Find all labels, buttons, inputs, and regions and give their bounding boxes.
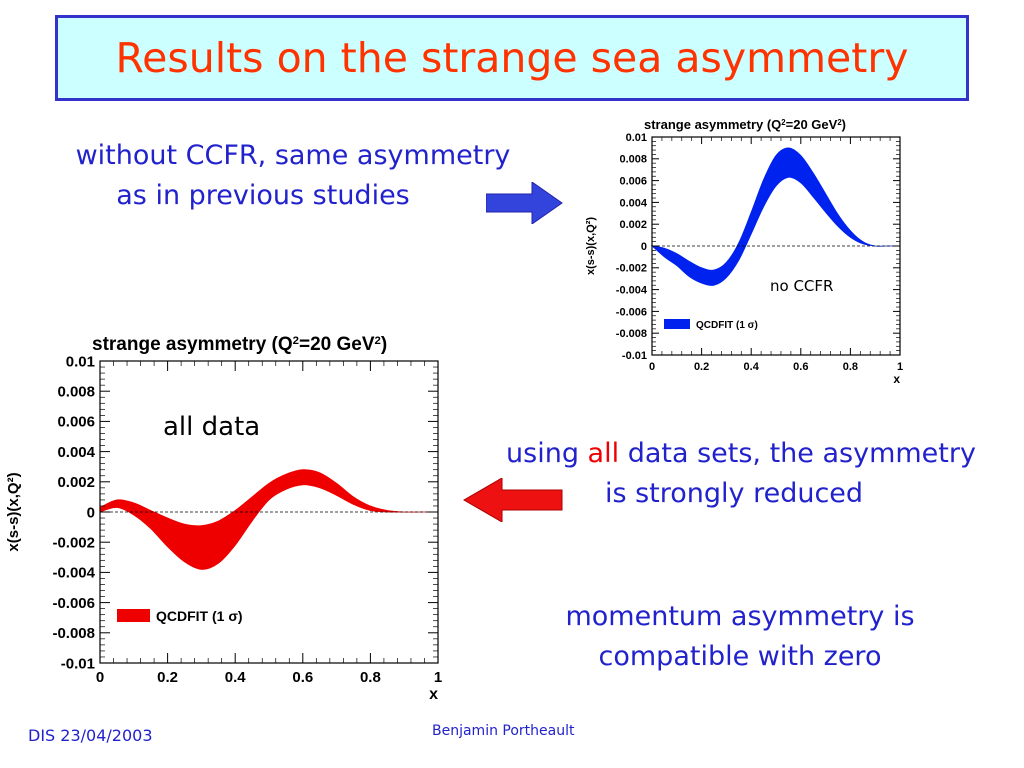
title-box: Results on the strange sea asymmetry	[55, 15, 969, 101]
c2-legend-label: QCDFIT (1 σ)	[156, 608, 243, 624]
footer-author: Benjamin Portheault	[432, 723, 575, 739]
chart-all-data: strange asymmetry (Q2=20 GeV2)0.010.0080…	[5, 334, 442, 703]
c1-y-tick-label-3: 0.004	[619, 197, 647, 209]
c2-annotation: all data	[163, 412, 260, 442]
c1-y-tick-label-7: -0.004	[616, 284, 648, 296]
c2-y-tick-label-1: 0.008	[57, 383, 95, 400]
c1-x-tick-label-0: 0	[649, 361, 655, 373]
c1-x-tick-label-5: 1	[897, 361, 903, 373]
c2-y-tick-label-10: -0.01	[61, 655, 95, 672]
c1-annotation: no CCFR	[770, 277, 833, 295]
c1-chart-title-part-3: 2	[837, 118, 842, 127]
slide-title: Results on the strange sea asymmetry	[115, 34, 909, 82]
c2-y-tick-label-3: 0.004	[57, 444, 95, 461]
blue-arrow-icon	[486, 182, 563, 224]
c2-chart-title-part-2: =20 GeV	[299, 334, 375, 355]
momentum-note: momentum asymmetry is compatible with ze…	[520, 597, 960, 677]
c2-legend-swatch	[117, 609, 150, 622]
no-ccfr-note: without CCFR, same asymmetry as in previ…	[38, 136, 548, 216]
c2-y-tick-label-7: -0.004	[52, 565, 95, 582]
all-data-note-line2: is strongly reduced	[604, 478, 864, 509]
c1-y-tick-label-1: 0.008	[619, 154, 647, 166]
c2-y-tick-label-0: 0.01	[66, 353, 95, 370]
c2-y-tick-label-4: 0.002	[57, 474, 95, 491]
all-data-note-prefix: using	[506, 438, 588, 469]
c2-y-tick-label-8: -0.006	[52, 595, 95, 612]
footer-date: DIS 23/04/2003	[28, 726, 153, 745]
c1-y-tick-label-4: 0.002	[619, 219, 647, 231]
c2-x-tick-label-4: 0.8	[360, 669, 381, 686]
c2-x-tick-label-5: 1	[434, 669, 442, 686]
no-ccfr-note-line2: as in previous studies	[116, 180, 410, 211]
c2-y-tick-label-5: 0	[87, 504, 95, 521]
c1-x-tick-label-3: 0.6	[793, 361, 808, 373]
c2-x-tick-label-3: 0.6	[292, 669, 313, 686]
c2-y-axis-label: x(s-s)(x,Q²)	[5, 472, 22, 551]
c2-chart-title-part-0: strange asymmetry (Q	[92, 334, 293, 355]
all-data-note-suffix: data sets, the asymmetry	[619, 438, 976, 469]
c1-chart-title-part-1: 2	[781, 118, 786, 127]
c1-y-tick-label-9: -0.008	[616, 328, 647, 340]
c2-uncertainty-band	[99, 469, 439, 570]
no-ccfr-note-line1: without CCFR, same asymmetry	[75, 140, 511, 171]
c2-chart-title-part-1: 2	[293, 335, 299, 347]
c1-y-tick-label-0: 0.01	[626, 132, 647, 144]
c2-y-tick-label-2: 0.006	[57, 414, 95, 431]
c1-chart-title-part-2: =20 GeV	[786, 117, 838, 132]
momentum-note-line2: compatible with zero	[598, 641, 882, 672]
c1-y-tick-label-10: -0.01	[622, 350, 647, 362]
c2-chart-title-part-4: )	[381, 334, 387, 355]
all-data-note: using all data sets, the asymmetry is st…	[468, 434, 1014, 514]
c1-y-tick-label-6: -0.002	[616, 263, 647, 275]
c1-legend-swatch	[664, 319, 690, 329]
c1-x-tick-label-1: 0.2	[694, 361, 709, 373]
c1-chart-title-part-4: )	[842, 117, 846, 132]
red-arrow-icon	[463, 478, 563, 522]
c1-y-tick-label-8: -0.006	[616, 306, 647, 318]
all-highlight: all	[587, 438, 620, 469]
c2-x-tick-label-2: 0.4	[225, 669, 247, 686]
c1-x-axis-label: x	[893, 372, 900, 386]
c2-y-tick-label-9: -0.008	[52, 625, 95, 642]
c1-y-axis-label: x(s-s)(x,Q²)	[585, 217, 597, 275]
c1-uncertainty-band	[650, 147, 900, 286]
chart-no-ccfr: strange asymmetry (Q2=20 GeV2)0.010.0080…	[585, 117, 903, 386]
c1-y-tick-label-2: 0.006	[619, 175, 647, 187]
c2-x-tick-label-1: 0.2	[157, 669, 178, 686]
c1-chart-title-part-0: strange asymmetry (Q	[644, 117, 781, 132]
c1-y-tick-label-5: 0	[641, 241, 647, 253]
c2-x-tick-label-0: 0	[96, 669, 104, 686]
c2-x-axis-label: x	[429, 686, 438, 703]
c1-legend-label: QCDFIT (1 σ)	[696, 320, 758, 331]
c2-y-tick-label-6: -0.002	[52, 534, 95, 551]
c2-chart-title-part-3: 2	[375, 335, 381, 347]
all-data-note-line1: using all data sets, the asymmetry	[468, 434, 1014, 474]
c1-x-tick-label-2: 0.4	[744, 361, 760, 373]
c1-chart-title: strange asymmetry (Q2=20 GeV2)	[644, 117, 846, 132]
momentum-note-line1: momentum asymmetry is	[565, 601, 915, 632]
c2-chart-title: strange asymmetry (Q2=20 GeV2)	[92, 334, 387, 355]
c1-x-tick-label-4: 0.8	[843, 361, 858, 373]
